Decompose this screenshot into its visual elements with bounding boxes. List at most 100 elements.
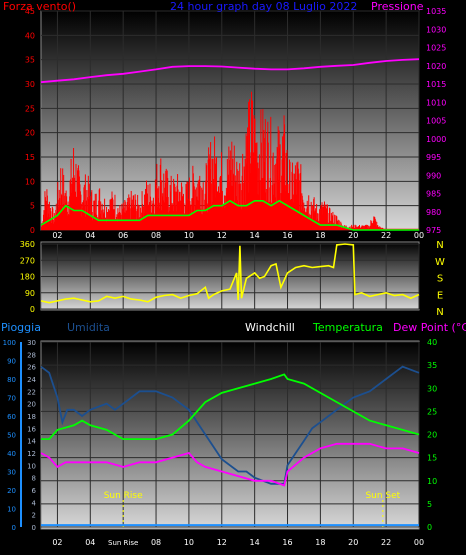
pressure-axis-tick: 975	[426, 226, 441, 235]
humidity-axis-tick: 12	[27, 450, 36, 458]
humidity-axis-tick: 2	[32, 512, 36, 520]
temperature-axis-tick: 40	[427, 338, 437, 347]
hour-tick: 10	[184, 538, 194, 547]
humidity-axis-tick: 10	[27, 462, 36, 470]
wind-axis-tick: 35	[25, 56, 35, 65]
wind-axis-tick: 40	[25, 31, 35, 40]
wind-axis-tick: 20	[25, 129, 35, 138]
wind-axis-tick: 0	[30, 226, 35, 235]
wind-axis-tick: 30	[25, 80, 35, 89]
hour-tick: 16	[282, 231, 292, 240]
wind-axis-tick: 15	[25, 153, 35, 162]
hour-tick: 12	[217, 231, 227, 240]
humidity-axis-tick: 30	[27, 339, 36, 347]
compass-label: N	[436, 307, 443, 318]
temperature-axis-tick: 30	[427, 384, 437, 393]
humidity-axis-tick: 18	[27, 413, 36, 421]
humidity-axis-title: Umidita	[67, 321, 110, 334]
temperature-axis-title: Temperatura	[312, 321, 383, 334]
rain-axis-tick: 100	[3, 339, 16, 347]
hour-tick: 00	[414, 231, 424, 240]
dew-point-line	[40, 442, 420, 487]
hour-tick: 02	[52, 538, 62, 547]
humidity-axis-tick: 14	[27, 438, 36, 446]
temperature-axis-tick: 0	[427, 523, 432, 532]
panel-2-grid	[41, 243, 420, 310]
humidity-axis-tick: 0	[32, 524, 36, 532]
wind-axis-tick: 25	[25, 104, 35, 113]
direction-axis-ticks: 0 90 180 270 360	[20, 240, 35, 314]
humidity-axis-tick: 24	[27, 376, 36, 384]
temperature-axis-ticks: 0 5 10 15 20 25 30 35 40	[427, 338, 437, 532]
humidity-axis-tick: 20	[27, 401, 36, 409]
humidity-axis-tick: 28	[27, 351, 36, 359]
panel-1-hour-ticks: 02 04 06 08 10 12 14 16 18 20 22 00	[52, 231, 424, 240]
rain-axis-tick: 80	[7, 376, 16, 384]
rain-axis-tick: 90	[7, 358, 16, 366]
wind-axis-tick: 45	[25, 7, 35, 16]
pressure-axis-tick: 1015	[426, 80, 446, 89]
wind-axis-tick: 5	[30, 202, 35, 211]
hour-tick: 16	[282, 538, 292, 547]
hour-tick: 00	[414, 538, 424, 547]
wind-axis-title: Forza vento()	[3, 0, 76, 13]
pressure-axis-tick: 1030	[426, 25, 446, 34]
wind-direction-line	[40, 243, 420, 304]
hour-tick: 08	[151, 538, 161, 547]
pressure-axis-tick: 1020	[426, 62, 446, 71]
windchill-label: Windchill	[245, 321, 295, 334]
hour-tick: 04	[85, 538, 95, 547]
hour-tick: 18	[315, 538, 325, 547]
graph-title: 24 hour graph day 08 Luglio 2022	[170, 0, 357, 13]
pressure-axis-tick: 1000	[426, 135, 446, 144]
pressure-axis-tick: 1005	[426, 117, 446, 126]
rain-axis-tick: 60	[7, 413, 16, 421]
compass-label: W	[435, 257, 445, 268]
temperature-axis-tick: 10	[427, 477, 437, 486]
pressure-axis-tick: 980	[426, 208, 441, 217]
pressure-axis-tick: 1035	[426, 7, 446, 16]
temperature-line	[41, 373, 420, 440]
compass-label: N	[436, 240, 443, 251]
direction-axis-tick: 360	[20, 240, 35, 249]
hour-tick: 14	[250, 538, 260, 547]
hour-tick: 22	[381, 231, 391, 240]
rain-axis-tick: 20	[7, 487, 16, 495]
temperature-axis-tick: 5	[427, 500, 432, 509]
temperature-axis-tick: 20	[427, 431, 437, 440]
hour-tick: 06	[118, 231, 128, 240]
wind-average-line	[40, 199, 419, 231]
hour-tick: 22	[381, 538, 391, 547]
direction-axis-tick: 270	[20, 256, 35, 265]
temperature-humidity-panel: Sun Rise Sun Set 0102030405060708090100 …	[3, 338, 438, 547]
hour-tick: Sun Rise	[108, 539, 138, 547]
pressure-axis-ticks: 975 980 985 990 995 1000 1005 1010 1015 1020 1025 1…	[426, 7, 446, 235]
rain-axis-tick: 70	[7, 395, 16, 403]
rain-axis-tick: 40	[7, 450, 16, 458]
pressure-axis-tick: 1025	[426, 44, 446, 53]
temperature-axis-tick: 15	[427, 454, 437, 463]
panel-3-hour-ticks: 02 04 Sun Rise 08 10 12 14 16 18 20 22 00	[52, 538, 424, 547]
pressure-axis-tick: 995	[426, 153, 441, 162]
hour-tick: 20	[348, 538, 358, 547]
humidity-axis-tick: 16	[27, 425, 36, 433]
humidity-axis-tick: 6	[32, 487, 37, 495]
wind-axis-ticks: 0 5 10 15 20 25 30 35 40 45	[25, 7, 35, 235]
wind-gust-bars	[40, 91, 419, 231]
direction-axis-tick: 90	[25, 289, 35, 298]
hour-tick: 20	[348, 231, 358, 240]
rain-axis-ticks: 0 10 20 30 40 50 60 70 80 90 100	[3, 339, 22, 532]
compass-label: E	[437, 290, 443, 301]
temperature-axis-tick: 35	[427, 361, 437, 370]
direction-axis-tick: 0	[30, 305, 35, 314]
hour-tick: 14	[250, 231, 260, 240]
pressure-axis-tick: 985	[426, 190, 441, 199]
sunset-label: Sun Set	[365, 491, 400, 501]
rain-axis-tick: 50	[7, 432, 16, 440]
dew-point-label: Dew Point (°C)	[393, 321, 466, 334]
